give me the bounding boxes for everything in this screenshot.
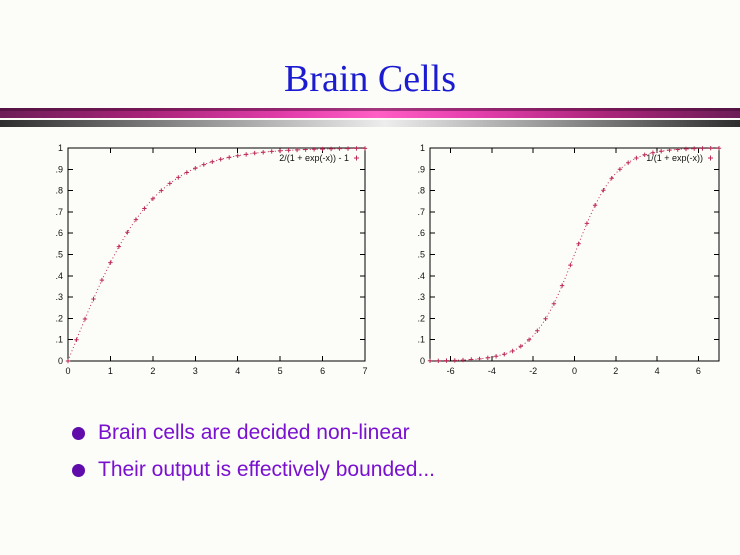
svg-text:6: 6 — [320, 366, 325, 376]
svg-text:0: 0 — [420, 356, 425, 366]
svg-text:2: 2 — [613, 366, 618, 376]
svg-text:.4: .4 — [55, 271, 63, 281]
svg-text:.6: .6 — [417, 228, 425, 238]
bullet-icon — [72, 426, 85, 440]
svg-text:0: 0 — [65, 366, 70, 376]
svg-text:1: 1 — [420, 143, 425, 153]
right-function-plot: -6 -4 -2 0 2 4 6 0 .1 .2 .3 .4 .5 .6 .7 .8 .9 1 1/(1 + exp… — [417, 143, 722, 376]
left-function-plot: 0 1 2 3 4 5 6 7 0 .1 .2 .3 .4 .5 .6 .7 .8 .9 1 2/(1 + exp(-… — [55, 143, 367, 376]
svg-text:.7: .7 — [55, 207, 63, 217]
svg-text:5: 5 — [278, 366, 283, 376]
svg-text:4: 4 — [655, 366, 660, 376]
svg-text:2: 2 — [150, 366, 155, 376]
bullet-text: Brain cells are decided non-linear — [98, 421, 410, 444]
divider-gray-bar — [0, 120, 740, 127]
svg-text:0: 0 — [58, 356, 63, 366]
list-item: Their output is effectively bounded... — [72, 457, 435, 483]
svg-text:.5: .5 — [417, 250, 425, 260]
svg-text:3: 3 — [193, 366, 198, 376]
bullet-icon — [72, 463, 85, 477]
bullet-list: Brain cells are decided non-linear Their… — [72, 420, 435, 483]
svg-text:.3: .3 — [417, 292, 425, 302]
bullet-text: Their output is effectively bounded... — [98, 458, 435, 481]
svg-text:.1: .1 — [55, 335, 63, 345]
svg-text:.2: .2 — [417, 313, 425, 323]
svg-text:-6: -6 — [447, 366, 455, 376]
svg-text:2/(1 + exp(-x)) - 1: 2/(1 + exp(-x)) - 1 — [279, 153, 349, 163]
svg-text:0: 0 — [572, 366, 577, 376]
divider-pink-bar — [0, 108, 740, 118]
svg-text:.9: .9 — [417, 164, 425, 174]
svg-text:.6: .6 — [55, 228, 63, 238]
svg-text:1: 1 — [58, 143, 63, 153]
svg-text:.8: .8 — [417, 186, 425, 196]
list-item: Brain cells are decided non-linear — [72, 420, 435, 446]
svg-text:4: 4 — [235, 366, 240, 376]
page-title: Brain Cells — [283, 58, 457, 100]
svg-text:.9: .9 — [55, 164, 63, 174]
svg-text:1/(1 + exp(-x)): 1/(1 + exp(-x)) — [646, 153, 703, 163]
svg-text:.7: .7 — [417, 207, 425, 217]
svg-text:.2: .2 — [55, 313, 63, 323]
svg-text:.8: .8 — [55, 186, 63, 196]
svg-text:.5: .5 — [55, 250, 63, 260]
svg-text:.4: .4 — [417, 271, 425, 281]
svg-text:.1: .1 — [417, 335, 425, 345]
svg-text:.3: .3 — [55, 292, 63, 302]
svg-text:1: 1 — [108, 366, 113, 376]
svg-text:-4: -4 — [488, 366, 496, 376]
svg-text:-2: -2 — [529, 366, 537, 376]
svg-text:6: 6 — [696, 366, 701, 376]
svg-text:7: 7 — [362, 366, 367, 376]
